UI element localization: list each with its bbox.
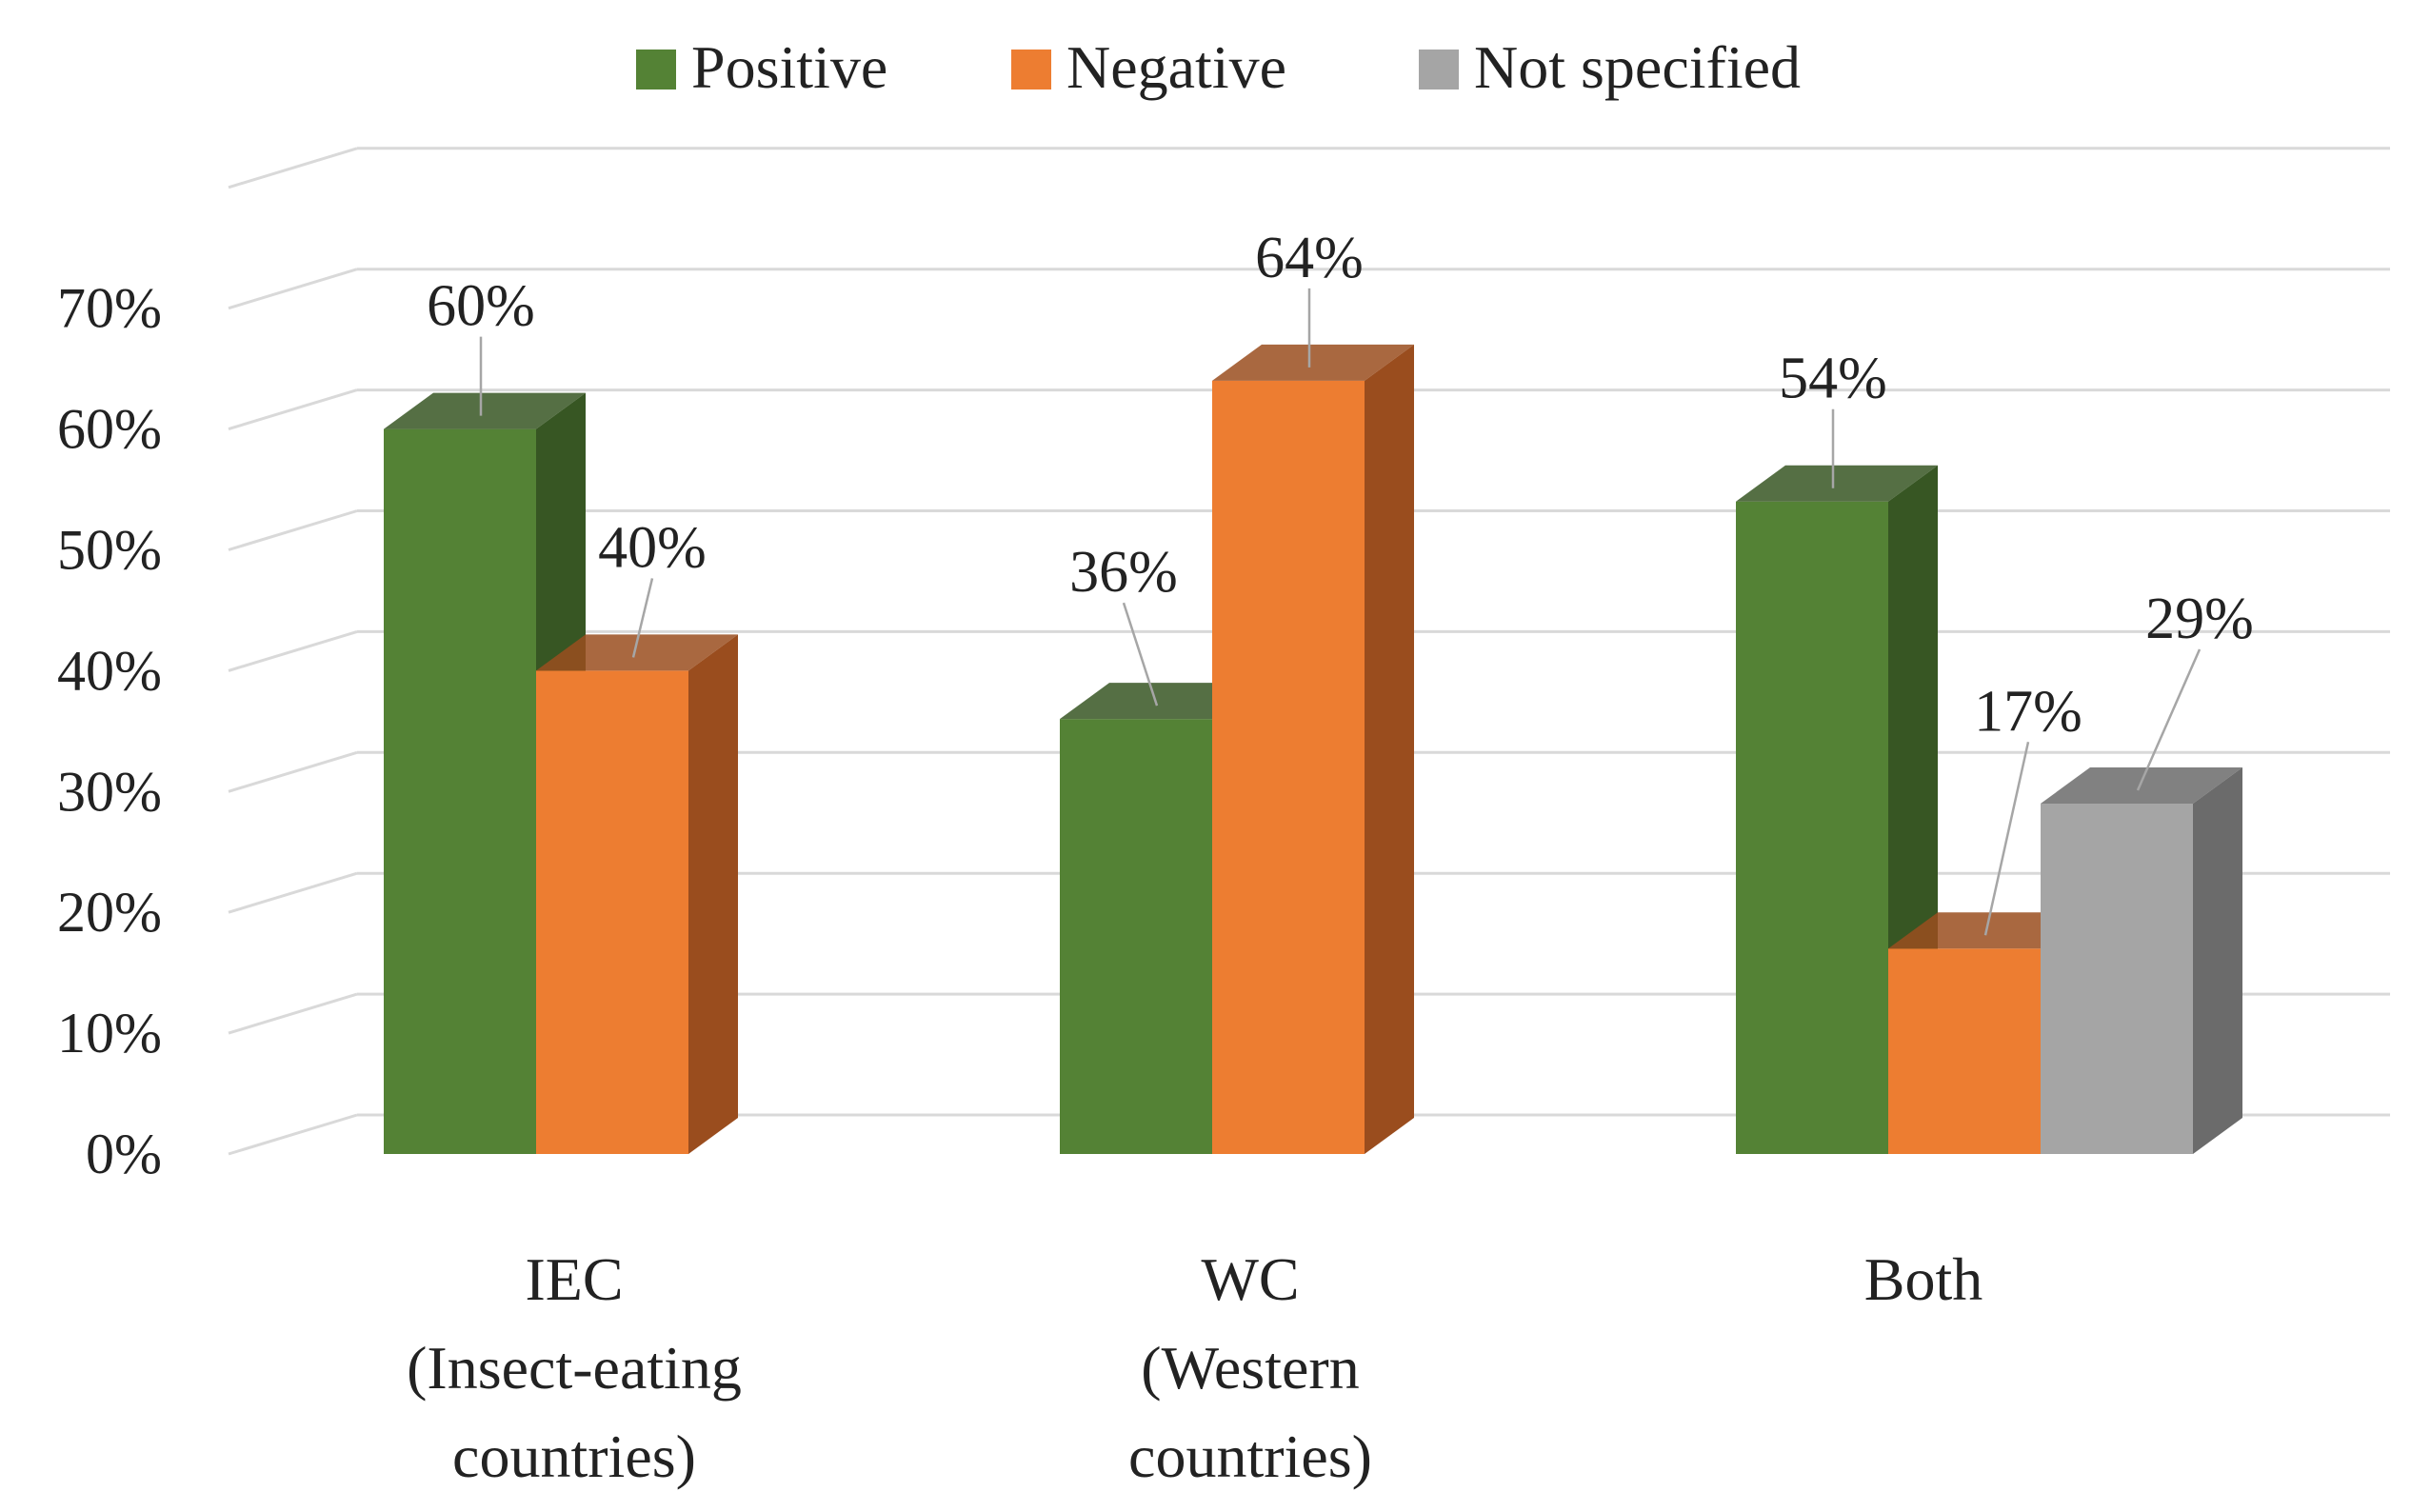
data-label-leader [631,578,654,658]
bar-top [1060,683,1262,720]
legend-label: Positive [691,33,887,101]
data-label: 54% [1779,347,1887,411]
x-category-label-line: Both [1864,1245,1983,1313]
data-label-leader [1122,602,1159,706]
x-category-label-line: IEC [525,1245,623,1313]
data-label: 40% [598,515,707,580]
y-tick-label: 20% [57,881,162,944]
x-category-label-line: (Western [1141,1334,1359,1402]
gridline-diagonal [228,871,358,914]
bar-front-negative [1888,948,2041,1154]
gridline-diagonal [228,388,358,431]
x-category-label-line: countries) [452,1422,696,1490]
bar-front-negative [1212,380,1365,1155]
y-tick-label: 30% [57,760,162,823]
bar-front-negative [536,670,688,1154]
bar-top [2041,766,2242,804]
data-label: 29% [2145,587,2254,651]
y-axis: 0% 10% 20% 30% 40% 50% 60% 70% [57,277,162,1185]
y-tick-label: 60% [57,398,162,461]
data-labels: 60% 36% 54% 40% 64% 17% 29% [427,226,2254,936]
bar-top [536,634,738,671]
x-category-label: IEC (Insect-eating countries) [407,1245,742,1490]
bar-side [1365,344,1414,1155]
bar-top [1888,912,2090,949]
bar-side [2193,766,2242,1154]
data-label-leader [1983,741,2030,936]
y-tick-label: 40% [57,639,162,702]
gridline-diagonal [228,629,358,672]
bar-side [688,634,738,1154]
legend: Positive Negative Not specified [636,33,1801,101]
gridline-diagonal [228,992,358,1035]
x-category-label: WC (Western countries) [1128,1245,1372,1490]
bar-front-positive [1060,719,1212,1154]
data-label: 17% [1974,679,2082,744]
bar-top [384,392,586,429]
gridline-diagonal [228,147,358,189]
legend-swatch [636,50,676,90]
gridline-diagonal [228,268,358,310]
bar-front-positive [1736,501,1888,1154]
bars [384,344,2242,1155]
x-category-label-line: countries) [1128,1422,1372,1490]
x-category-label: Both [1864,1245,1983,1313]
data-label: 60% [427,274,535,339]
gridline-diagonal [228,750,358,793]
x-category-label-line: (Insect-eating [407,1334,742,1402]
bar-front-not-specified [2041,803,2193,1154]
bar-front-positive [384,428,536,1155]
y-tick-label: 10% [57,1002,162,1064]
bar-top [1736,465,1938,502]
y-tick-label: 0% [86,1123,162,1185]
legend-label: Negative [1066,33,1286,101]
y-tick-label: 50% [57,519,162,582]
data-label-leader [2136,648,2202,791]
legend-swatch [1419,50,1459,90]
legend-label: Not specified [1474,33,1801,101]
y-tick-label: 70% [57,277,162,340]
bar-top [1212,344,1414,381]
data-label: 36% [1069,540,1178,605]
gridline-diagonal [228,1113,358,1156]
x-axis: IEC (Insect-eating countries) WC (Western cou… [407,1245,1983,1490]
data-label: 64% [1255,226,1364,290]
legend-swatch [1011,50,1051,90]
gridline-diagonal [228,509,358,551]
x-category-label-line: WC [1201,1245,1299,1313]
